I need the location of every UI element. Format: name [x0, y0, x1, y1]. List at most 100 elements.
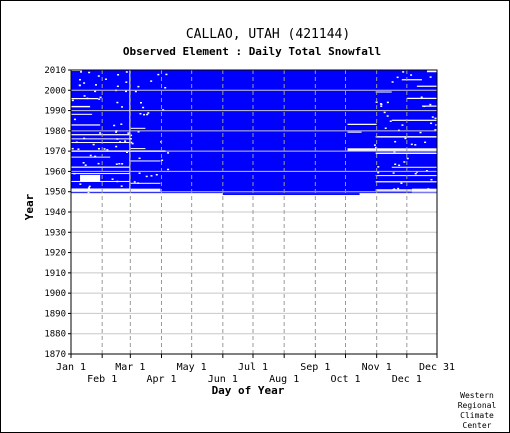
- missing-day-117: [401, 124, 404, 126]
- x-tick-label-lower-3: Jun 1: [208, 374, 238, 385]
- x-tick-label-upper-2: Mar 1: [115, 362, 145, 373]
- missing-day-46: [71, 147, 74, 150]
- missing-day-82: [83, 82, 86, 84]
- y-axis-label: Year: [23, 193, 36, 220]
- missing-gap-34: [416, 85, 437, 87]
- missing-gap-27: [391, 119, 437, 121]
- missing-day-116: [375, 101, 378, 103]
- missing-day-129: [424, 141, 427, 144]
- missing-day-26: [147, 112, 150, 114]
- missing-day-111: [430, 122, 433, 125]
- missing-day-15: [113, 124, 116, 127]
- credit-line-2: Regional: [458, 401, 497, 410]
- missing-day-99: [414, 172, 417, 175]
- missing-gap-7: [71, 138, 130, 140]
- missing-day-38: [157, 73, 160, 76]
- y-tick-label-1870: 1870: [44, 350, 66, 360]
- missing-gap-17: [130, 148, 146, 150]
- missing-day-100: [415, 171, 418, 173]
- missing-day-41: [126, 188, 129, 191]
- y-tick-label-1920: 1920: [44, 249, 66, 259]
- missing-day-45: [97, 75, 100, 77]
- missing-day-28: [116, 180, 119, 183]
- missing-day-74: [97, 147, 100, 150]
- missing-day-77: [89, 154, 92, 157]
- y-tick-label-1900: 1900: [44, 289, 66, 299]
- missing-day-93: [414, 144, 417, 146]
- missing-day-27: [84, 164, 87, 166]
- missing-day-80: [125, 81, 128, 83]
- missing-day-51: [83, 95, 86, 97]
- missing-day-55: [137, 85, 140, 88]
- missing-day-137: [389, 120, 392, 122]
- missing-day-106: [386, 101, 389, 104]
- missing-gap-32: [391, 166, 437, 168]
- x-tick-label-upper-7: Dec 31: [419, 362, 455, 373]
- missing-day-62: [99, 132, 102, 134]
- missing-day-127: [429, 76, 432, 78]
- missing-day-135: [431, 116, 434, 118]
- missing-day-92: [435, 124, 438, 126]
- missing-gap-14: [71, 180, 130, 182]
- missing-gap-24: [347, 148, 437, 152]
- missing-day-24: [118, 162, 121, 165]
- missing-day-32: [115, 131, 118, 133]
- missing-day-47: [129, 138, 132, 140]
- credit-block: Western Regional Climate Center: [458, 391, 497, 430]
- missing-day-17: [88, 71, 91, 74]
- missing-day-71: [116, 101, 119, 104]
- x-tick-label-lower-5: Oct 1: [330, 374, 360, 385]
- missing-day-110: [394, 140, 397, 143]
- missing-day-126: [386, 115, 389, 117]
- missing-gap-13: [80, 174, 101, 182]
- missing-day-56: [94, 90, 97, 93]
- missing-gap-16: [130, 127, 146, 129]
- missing-day-11: [88, 185, 91, 188]
- missing-gap-1: [71, 70, 83, 72]
- missing-day-52: [161, 159, 164, 162]
- data-block-main: [71, 70, 437, 194]
- missing-day-50: [130, 134, 133, 137]
- missing-day-72: [104, 78, 107, 80]
- missing-day-59: [125, 90, 128, 93]
- grid-layer: [71, 70, 437, 354]
- missing-gap-23: [347, 131, 362, 133]
- missing-day-139: [434, 117, 437, 120]
- missing-day-107: [391, 81, 394, 83]
- missing-day-104: [373, 144, 376, 146]
- missing-day-25: [131, 142, 134, 145]
- x-tick-label-lower-6: Dec 1: [392, 374, 422, 385]
- missing-day-113: [403, 161, 406, 163]
- y-tick-label-1950: 1950: [44, 188, 66, 198]
- missing-gap-5: [71, 124, 101, 126]
- missing-day-123: [406, 157, 409, 160]
- missing-gap-26: [375, 136, 437, 138]
- missing-day-43: [92, 143, 95, 146]
- missing-gap-36: [401, 79, 422, 81]
- missing-day-65: [150, 175, 153, 177]
- missing-day-20: [86, 97, 89, 100]
- missing-day-9: [138, 172, 141, 174]
- missing-day-53: [73, 172, 76, 175]
- missing-gap-6: [71, 134, 130, 136]
- missing-day-109: [425, 170, 428, 172]
- missing-day-105: [383, 111, 386, 114]
- missing-day-94: [420, 96, 423, 98]
- y-tick-label-1930: 1930: [44, 228, 66, 238]
- missing-day-84: [162, 109, 165, 111]
- missing-day-10: [127, 132, 130, 134]
- missing-gap-28: [375, 175, 437, 177]
- missing-day-108: [410, 143, 413, 146]
- missing-day-18: [115, 163, 118, 165]
- missing-day-63: [77, 148, 80, 150]
- missing-day-134: [392, 172, 395, 174]
- y-tick-label-1890: 1890: [44, 309, 66, 319]
- missing-gap-15: [71, 188, 131, 192]
- y-tick-label-1990: 1990: [44, 107, 66, 117]
- missing-gap-29: [375, 181, 437, 183]
- missing-day-85: [117, 74, 120, 76]
- missing-day-30: [139, 112, 142, 115]
- credit-line-4: Center: [463, 421, 492, 430]
- missing-gap-2: [71, 97, 99, 100]
